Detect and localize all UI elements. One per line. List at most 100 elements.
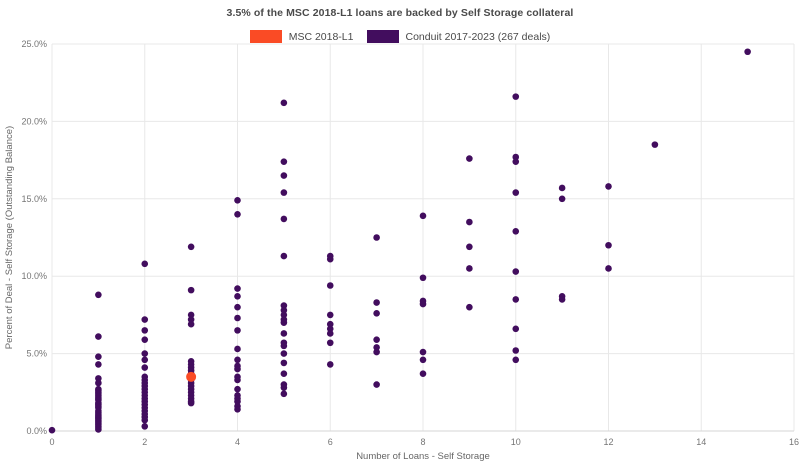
data-point bbox=[280, 215, 288, 223]
data-point bbox=[326, 361, 334, 368]
data-point bbox=[466, 155, 473, 162]
data-point bbox=[187, 316, 195, 323]
data-point bbox=[234, 285, 241, 292]
data-point bbox=[651, 141, 659, 148]
data-point bbox=[326, 325, 334, 333]
data-point bbox=[95, 361, 102, 368]
data-point bbox=[141, 260, 149, 268]
data-point bbox=[187, 243, 195, 251]
x-tick-label: 2 bbox=[142, 437, 147, 447]
data-point bbox=[187, 286, 195, 294]
y-tick-label: 20.0% bbox=[21, 116, 47, 126]
data-point bbox=[466, 303, 473, 311]
data-point bbox=[234, 197, 241, 204]
x-axis-title: Number of Loans - Self Storage bbox=[356, 451, 490, 462]
data-point bbox=[95, 353, 102, 360]
data-point bbox=[373, 344, 380, 351]
data-point bbox=[512, 153, 520, 161]
data-point bbox=[141, 336, 149, 343]
data-point bbox=[280, 370, 288, 378]
x-tick-label: 14 bbox=[696, 437, 706, 447]
data-point bbox=[558, 195, 566, 203]
data-point bbox=[466, 265, 473, 272]
data-point bbox=[95, 379, 102, 387]
y-tick-label: 10.0% bbox=[21, 271, 47, 281]
data-point bbox=[141, 364, 149, 371]
y-axis-title: Percent of Deal - Self Storage (Outstand… bbox=[4, 126, 15, 349]
data-point bbox=[141, 356, 149, 364]
y-tick-label: 15.0% bbox=[21, 194, 47, 204]
data-point bbox=[373, 299, 380, 306]
data-point bbox=[234, 210, 241, 218]
data-point bbox=[280, 350, 288, 357]
data-point bbox=[234, 314, 241, 322]
data-point bbox=[326, 255, 334, 263]
x-tick-label: 16 bbox=[789, 437, 799, 447]
data-point bbox=[326, 339, 334, 347]
data-point bbox=[280, 99, 288, 107]
data-point bbox=[234, 327, 241, 334]
data-point bbox=[326, 311, 334, 319]
x-tick-label: 8 bbox=[420, 437, 425, 447]
data-point bbox=[95, 375, 102, 382]
data-point bbox=[141, 350, 149, 357]
data-point bbox=[419, 348, 427, 356]
y-tick-label: 5.0% bbox=[26, 349, 47, 359]
data-point bbox=[419, 300, 427, 308]
data-point bbox=[326, 320, 334, 328]
legend-item-conduit: Conduit 2017-2023 (267 deals) bbox=[366, 30, 551, 43]
data-point bbox=[234, 356, 241, 364]
data-point bbox=[512, 189, 520, 196]
data-point bbox=[234, 406, 241, 413]
legend-label-conduit: Conduit 2017-2023 (267 deals) bbox=[405, 30, 551, 43]
data-point bbox=[605, 265, 612, 272]
data-point bbox=[234, 293, 241, 300]
legend-swatch-conduit bbox=[366, 30, 399, 43]
data-point bbox=[558, 184, 566, 192]
data-point bbox=[512, 347, 520, 354]
data-point bbox=[280, 330, 288, 337]
y-tick-label: 25.0% bbox=[21, 39, 47, 49]
data-point bbox=[280, 311, 288, 319]
data-point bbox=[512, 296, 520, 303]
data-point bbox=[373, 348, 380, 356]
legend-item-msc: MSC 2018-L1 bbox=[249, 30, 354, 43]
data-point bbox=[280, 319, 288, 326]
legend-label-msc: MSC 2018-L1 bbox=[288, 30, 354, 43]
data-point bbox=[280, 359, 288, 367]
data-point bbox=[373, 310, 380, 317]
data-point bbox=[187, 311, 195, 319]
y-tick-label: 0.0% bbox=[26, 426, 47, 436]
data-point bbox=[512, 228, 520, 235]
x-tick-label: 6 bbox=[328, 437, 333, 447]
data-point bbox=[280, 390, 288, 398]
data-point bbox=[141, 416, 149, 424]
data-point bbox=[95, 291, 102, 299]
data-point bbox=[141, 423, 149, 430]
data-point bbox=[280, 384, 288, 391]
data-point bbox=[280, 189, 288, 196]
data-point bbox=[744, 48, 751, 56]
x-tick-label: 4 bbox=[235, 437, 240, 447]
data-point bbox=[280, 302, 288, 309]
x-tick-label: 12 bbox=[603, 437, 613, 447]
legend: MSC 2018-L1 Conduit 2017-2023 (267 deals… bbox=[0, 30, 800, 43]
data-point bbox=[48, 426, 56, 434]
data-point bbox=[234, 345, 241, 353]
data-point bbox=[234, 376, 241, 384]
data-point bbox=[187, 399, 195, 407]
data-point bbox=[373, 336, 380, 343]
data-point bbox=[280, 306, 288, 314]
data-point bbox=[373, 381, 380, 388]
data-point bbox=[419, 356, 427, 364]
data-point bbox=[187, 320, 195, 328]
data-point bbox=[512, 158, 520, 165]
data-point bbox=[512, 93, 520, 100]
chart-title: 3.5% of the MSC 2018-L1 loans are backed… bbox=[226, 7, 574, 19]
data-point bbox=[95, 426, 102, 433]
data-point bbox=[234, 385, 241, 393]
data-point bbox=[186, 371, 197, 382]
data-point bbox=[512, 325, 520, 333]
x-tick-label: 10 bbox=[511, 437, 521, 447]
